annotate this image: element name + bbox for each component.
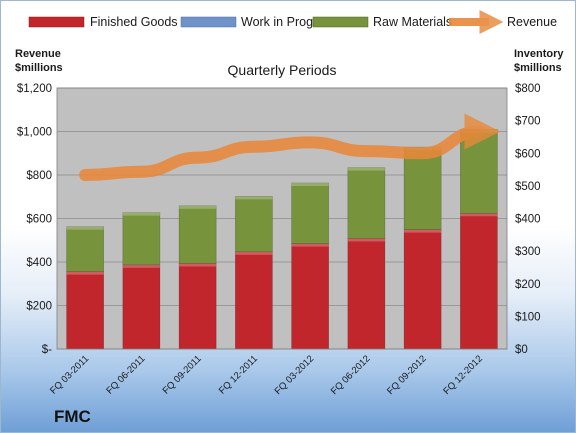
bar-finished-goods: [291, 243, 329, 350]
legend-item-revenue: Revenue: [449, 10, 557, 34]
bar-raw-materials: [403, 146, 442, 230]
revenue-line: [79, 113, 501, 181]
bar-raw-materials: [347, 167, 386, 239]
bar-finished-goods: [66, 271, 104, 350]
bar-finished-goods: [403, 229, 442, 350]
bar-raw-materials: [291, 182, 329, 244]
x-tick-label: FQ 09-2011: [161, 353, 204, 396]
x-tick-label: FQ 06-2012: [329, 353, 373, 397]
x-tick-label: FQ 03-2011: [48, 353, 91, 396]
left-tick-label: $200: [26, 301, 52, 313]
bar-raw-materials: [66, 226, 104, 272]
x-tick-label: FQ 12-2012: [441, 353, 485, 397]
legend: Finished Goods Work in Progress Raw Mate…: [28, 10, 557, 34]
bar-finished-goods: [122, 264, 161, 350]
bar-raw-materials: [460, 129, 498, 214]
right-tick-label: $200: [515, 279, 541, 291]
x-tick-label: FQ 09-2012: [385, 353, 429, 397]
left-axis-title-line2: $millions: [15, 62, 63, 74]
x-axis-ticks: FQ 03-2011 FQ 06-2011 FQ 09-2011 FQ 12-2011…: [48, 353, 485, 397]
plot-border: [56, 87, 508, 350]
bar-highlight-raw-materials: [122, 212, 160, 216]
legend-label-raw-materials: Raw Materials: [373, 15, 452, 29]
legend-swatch-finished-goods: [28, 16, 85, 28]
company-name: FMC: [54, 407, 91, 426]
right-tick-label: $800: [515, 83, 541, 95]
bar-finished-goods: [235, 251, 273, 350]
legend-swatch-work-in-progress: [180, 16, 237, 28]
right-tick-label: $100: [515, 311, 541, 323]
bar-highlight-finished-goods: [404, 229, 442, 233]
right-axis-title-line2: $millions: [514, 62, 562, 74]
left-axis-ticks: $- $200 $400 $600 $800 $1,000 $1,200: [17, 83, 52, 356]
left-tick-label: $600: [26, 214, 52, 226]
bar-highlight-raw-materials: [347, 167, 385, 171]
legend-item-raw-materials: Raw Materials: [312, 15, 452, 29]
bar-finished-goods: [347, 238, 386, 350]
bar-highlight-raw-materials: [66, 226, 104, 230]
bar-highlight-raw-materials: [235, 196, 273, 200]
bar-finished-goods: [178, 263, 217, 350]
bar-highlight-finished-goods: [460, 213, 498, 217]
bar-highlight-finished-goods: [66, 271, 104, 275]
right-tick-label: $500: [515, 181, 541, 193]
x-tick-label: FQ 12-2011: [217, 353, 260, 396]
bar-raw-materials: [178, 205, 217, 264]
right-axis-title-line1: Inventory: [514, 48, 564, 60]
right-tick-label: $600: [515, 148, 541, 160]
bar-raw-materials: [122, 212, 161, 266]
left-tick-label: $1,000: [17, 127, 52, 139]
right-tick-label: $700: [515, 116, 541, 128]
left-axis-title-line1: Revenue: [15, 48, 61, 60]
legend-item-finished-goods: Finished Goods: [28, 15, 178, 29]
bar-highlight-finished-goods: [179, 263, 217, 267]
legend-swatch-raw-materials: [312, 16, 369, 28]
left-tick-label: $-: [42, 344, 52, 356]
legend-label-finished-goods: Finished Goods: [90, 15, 178, 29]
legend-label-work-in-progress: Work in Progress: [241, 15, 337, 29]
x-tick-label: FQ 03-2012: [273, 353, 317, 397]
right-axis-ticks: $0 $100 $200 $300 $400 $500 $600 $700 $800: [515, 83, 541, 356]
left-tick-label: $1,200: [17, 83, 52, 95]
bar-highlight-raw-materials: [291, 182, 329, 186]
chart-title: Quarterly Periods: [228, 62, 337, 78]
bar-finished-goods: [460, 212, 498, 350]
legend-label-revenue: Revenue: [507, 15, 557, 29]
bar-highlight-finished-goods: [347, 238, 385, 242]
right-tick-label: $400: [515, 214, 541, 226]
bar-highlight-finished-goods: [235, 251, 273, 255]
left-tick-label: $400: [26, 257, 52, 269]
bar-highlight-finished-goods: [122, 264, 160, 268]
bar-raw-materials: [235, 196, 273, 253]
revenue-series: [79, 113, 501, 181]
right-tick-label: $300: [515, 246, 541, 258]
bar-highlight-raw-materials: [179, 205, 217, 209]
x-tick-label: FQ 06-2011: [104, 353, 147, 396]
right-tick-label: $0: [515, 344, 528, 356]
legend-item-work-in-progress: Work in Progress: [180, 15, 337, 29]
bar-highlight-finished-goods: [291, 243, 329, 247]
bar-series: [66, 129, 498, 350]
left-tick-label: $800: [26, 170, 52, 182]
